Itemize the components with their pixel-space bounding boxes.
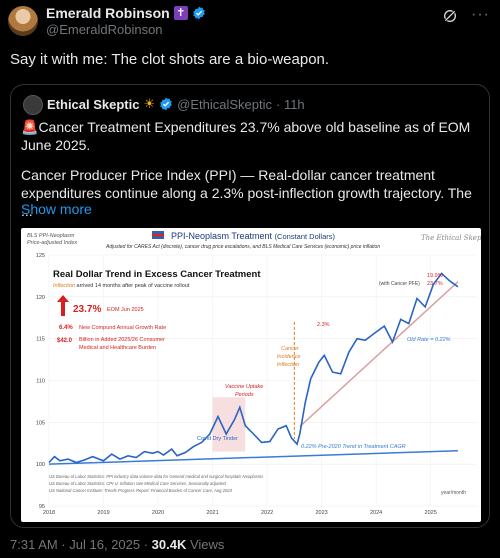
y-tick-label: 110 (36, 379, 45, 385)
sun-icon: ☀ (143, 96, 156, 111)
series-line (48, 272, 459, 464)
cancer-incidence-3: Inflection (277, 362, 299, 368)
x-tick-label: 2025 (425, 510, 437, 516)
chart-title-main: PPI-Neoplasm Treatment (171, 231, 273, 241)
chart-image[interactable]: 95 100 105 110 115 120 125 2018 2019 2020 2021 2022… (21, 228, 481, 522)
more-options-icon[interactable]: ··· (471, 6, 490, 23)
axis-ticks: 95 100 105 110 115 120 125 2018 2019 2020 2021 2022… (36, 253, 437, 516)
quoted-verified-badge-icon (160, 97, 172, 111)
annotation-pfe: (with Cancer PFE) (379, 281, 420, 287)
covid-label: Covid Dry Tinder (197, 436, 238, 442)
inflection-note: Inflection arrived 14 months after peak … (53, 283, 190, 289)
author-display-name[interactable]: Emerald Robinson (46, 5, 170, 21)
vaccine-period-band (212, 397, 246, 452)
x-tick-label: 2021 (206, 510, 218, 516)
annotation-23: 23.7% (427, 281, 443, 287)
quoted-post[interactable]: Ethical Skeptic ☀ @EthicalSkeptic · 11h … (10, 84, 490, 528)
show-more-link[interactable]: Show more (21, 201, 92, 217)
quoted-display-name: Ethical Skeptic (47, 96, 140, 112)
quoted-avatar (23, 95, 43, 115)
chart-grid (48, 254, 477, 507)
big-percent: 23.7% (73, 304, 101, 315)
source-1: US Bureau of Labor Statistics: PPI indus… (49, 474, 264, 479)
verified-badge-icon (192, 6, 205, 20)
chart-svg: 95 100 105 110 115 120 125 2018 2019 2020 2021 2022… (27, 231, 481, 516)
author-row: Emerald Robinson ✝ (46, 5, 206, 21)
views-label: Views (189, 537, 225, 552)
pre-trend-label: 0.22% Pre-2020 Trend in Treatment CAGR (301, 444, 406, 450)
chart-headline: Real Dollar Trend in Excess Cancer Treat… (53, 269, 261, 280)
source-3: US National Cancer Institute: Trends Pro… (49, 488, 233, 493)
quoted-time: · 11h (276, 96, 305, 112)
chart-title-sub: (Constant Dollars) (275, 232, 336, 241)
cancer-incidence-2: Incidence (277, 354, 301, 360)
cagr-value: 6.4% (59, 325, 73, 331)
chart-title: PPI-Neoplasm Treatment (Constant Dollars… (171, 231, 336, 241)
y-tick-label: 125 (36, 253, 45, 259)
billion-value: $42.0 (57, 338, 73, 344)
grok-icon[interactable] (442, 8, 458, 24)
quoted-text: Cancer Producer Price Index (PPI) — Real… (21, 167, 472, 219)
year-month-label: year/month (441, 490, 466, 496)
author-handle[interactable]: @EmeraldRobinson (46, 22, 163, 37)
view-count: 30.4K (151, 537, 187, 552)
siren-icon: 🚨 (21, 119, 39, 135)
x-tick-label: 2024 (370, 510, 382, 516)
y-tick-label: 100 (36, 462, 45, 468)
chart-subtitle: Adjusted for CARES Act (discrete), cance… (105, 244, 380, 250)
vaccine-label-2: Periods (235, 392, 254, 398)
x-tick-label: 2019 (97, 510, 109, 516)
y-tick-label: 105 (36, 420, 45, 426)
x-tick-label: 2023 (315, 510, 327, 516)
billion-label-2: Medical and Healthcare Burden (79, 345, 156, 351)
cancer-incidence-1: Cancer (281, 346, 300, 352)
quoted-body: 🚨Cancer Treatment Expenditures 23.7% abo… (21, 118, 483, 232)
annotation-19: 19.9% (427, 273, 443, 279)
post-meta: 7:31 AM · Jul 16, 2025 · 30.4K Views (10, 537, 224, 552)
avatar[interactable] (8, 6, 38, 36)
x-tick-label: 2020 (152, 510, 164, 516)
quoted-handle: @EthicalSkeptic (177, 96, 272, 112)
y-tick-label: 95 (39, 504, 45, 510)
inflection-word: Inflection (53, 283, 75, 289)
flag-stripe (152, 234, 164, 236)
vaccine-label-1: Vaccine Uptake (225, 384, 263, 390)
x-tick-label: 2018 (43, 510, 55, 516)
left-note-2: Price-adjusted Index (27, 240, 77, 246)
up-arrow-icon (57, 295, 69, 316)
old-trend-line (48, 450, 458, 465)
annotation-2-3: 2.3% (317, 322, 330, 328)
quoted-header: Ethical Skeptic ☀ @EthicalSkeptic · 11h (47, 96, 305, 112)
left-note-1: BLS PPI-Neoplasm (27, 233, 75, 239)
quoted-headline: Cancer Treatment Expenditures 23.7% abov… (21, 119, 471, 153)
old-rate-label: Old Rate = 0.22% (407, 337, 451, 343)
billion-label-1: Billion in Added 2025/26 Consumer (79, 337, 165, 343)
cagr-label: New Compund Annual Growth Rate (79, 325, 166, 331)
y-tick-label: 120 (36, 295, 45, 301)
new-trend-line (299, 281, 459, 428)
post-time[interactable]: 7:31 AM · Jul 16, 2025 · (10, 537, 152, 552)
tweet-text: Say it with me: The clot shots are a bio… (10, 51, 330, 68)
signature: The Ethical Skeptic (421, 234, 481, 242)
eom-label: EOM Jun 2025 (107, 307, 144, 313)
x-tick-label: 2022 (261, 510, 273, 516)
y-tick-label: 115 (36, 337, 45, 343)
cross-icon: ✝ (173, 6, 188, 20)
source-2: US Bureau of Labor Statistics: CPI-U: In… (49, 481, 227, 486)
inflection-rest: arrived 14 months after peak of vaccine … (77, 283, 190, 289)
